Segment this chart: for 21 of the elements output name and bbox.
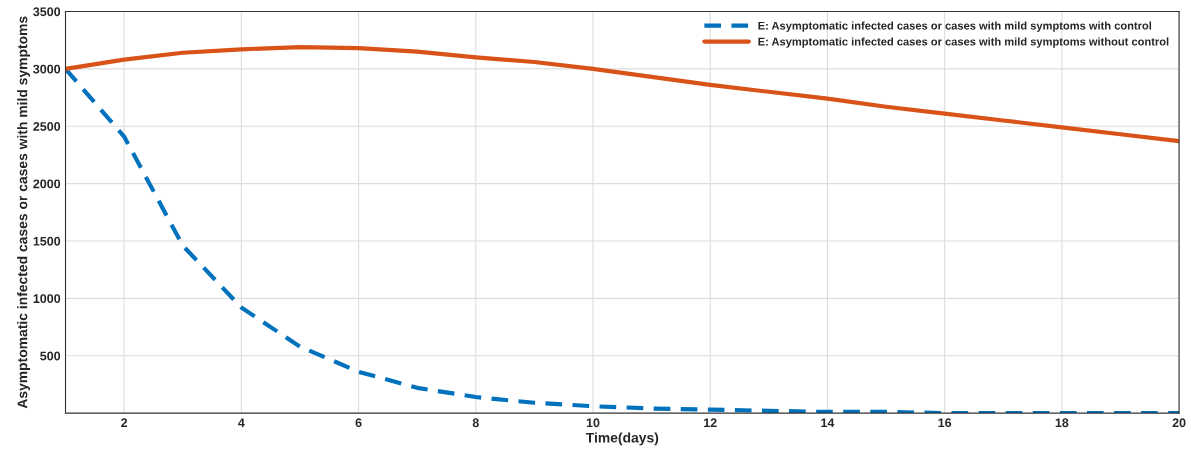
y-tick-label: 1000 (33, 294, 61, 303)
x-tick-label: 4 (238, 418, 245, 428)
y-tick-label: 500 (40, 351, 61, 361)
x-tick-label: 20 (1172, 418, 1186, 428)
x-tick-label: 16 (938, 418, 952, 428)
x-tick-label: 10 (586, 418, 600, 428)
y-tick-label: 3000 (33, 64, 61, 74)
y-tick-label: 2000 (33, 179, 61, 189)
y-tick-label: 3500 (33, 7, 61, 17)
x-tick-label: 12 (704, 418, 717, 428)
y-tick-label: 2500 (33, 122, 61, 131)
y-axis-title: Asymptomatic infected cases or cases with mild symptoms (17, 16, 31, 409)
legend-label: E: Asymptomatic infected cases or cases with mild symptoms with control (758, 21, 1152, 32)
x-tick-label: 18 (1055, 418, 1069, 428)
x-tick-label: 8 (472, 418, 479, 428)
x-axis-title: Time(days) (585, 432, 659, 446)
y-tick-label: 1500 (33, 236, 61, 246)
legend-label: E: Asymptomatic infected cases or cases with mild symptoms without control (758, 37, 1169, 48)
x-tick-label: 14 (821, 418, 835, 428)
x-tick-label: 6 (355, 418, 362, 428)
x-tick-label: 2 (121, 418, 128, 428)
